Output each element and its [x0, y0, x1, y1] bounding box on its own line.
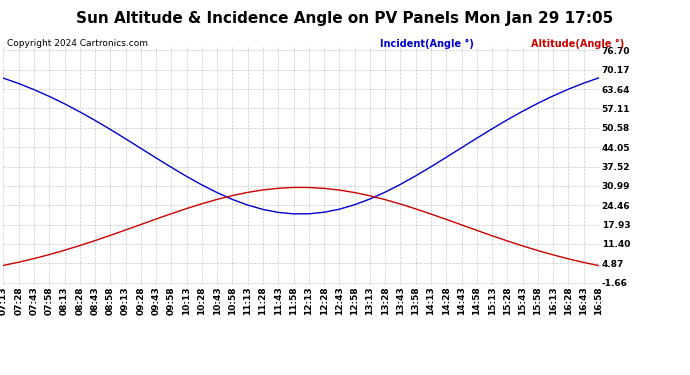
Text: Incident(Angle °): Incident(Angle °): [380, 39, 473, 50]
Text: Sun Altitude & Incidence Angle on PV Panels Mon Jan 29 17:05: Sun Altitude & Incidence Angle on PV Pan…: [77, 11, 613, 26]
Text: Altitude(Angle °): Altitude(Angle °): [531, 39, 624, 50]
Text: Copyright 2024 Cartronics.com: Copyright 2024 Cartronics.com: [7, 39, 148, 48]
